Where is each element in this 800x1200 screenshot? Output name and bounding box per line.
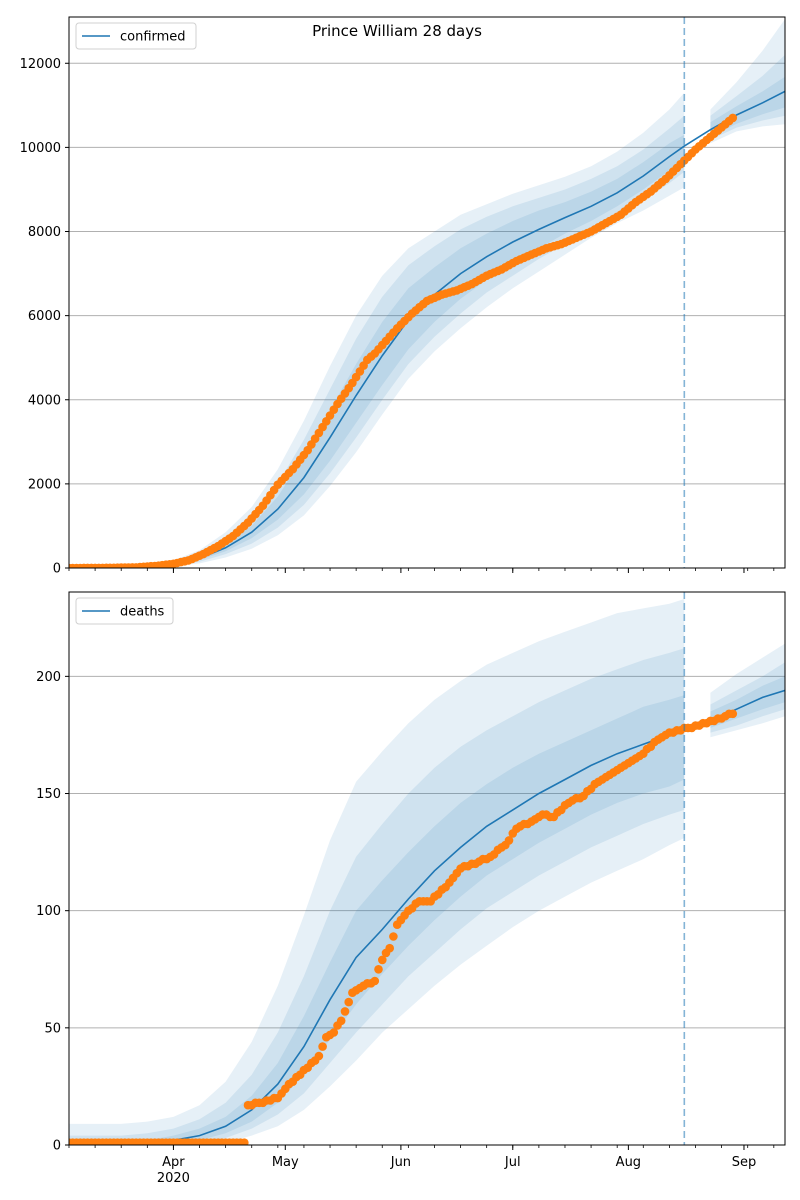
- legend-box: [75, 22, 197, 50]
- x-tick-label: Aug: [616, 1155, 641, 1170]
- credible-interval-outer-band: [710, 19, 785, 144]
- figure-title: Prince William 28 days: [312, 22, 482, 40]
- y-tick-label: 4000: [28, 393, 61, 408]
- observed-point: [370, 976, 380, 986]
- y-tick-label: 0: [53, 562, 61, 577]
- x-tick-label: Sep: [732, 1155, 757, 1170]
- observed-point: [240, 1138, 249, 1145]
- plot-area: [69, 599, 785, 1145]
- observed-point: [378, 955, 387, 965]
- x-tick-label: Jul: [504, 1155, 521, 1170]
- observed-point: [374, 965, 383, 974]
- x-tick-year-label: 2020: [157, 1171, 190, 1186]
- legend: deaths: [75, 597, 174, 625]
- y-tick-label: 8000: [28, 225, 61, 240]
- observed-point: [336, 1016, 346, 1026]
- observed-point: [728, 113, 738, 123]
- legend-label: deaths: [120, 605, 165, 620]
- confirmed-panel: 0 2000 4000 6000 8000 10000 12000 confirmed: [20, 16, 786, 577]
- observed-point: [504, 836, 514, 845]
- axes-frame: [68, 16, 786, 569]
- observed-point: [314, 1051, 324, 1061]
- credible-interval-middle-band: [69, 648, 685, 1145]
- x-tick-label: Jun: [390, 1155, 411, 1170]
- credible-interval-outer-band: [69, 599, 685, 1145]
- legend-label: confirmed: [120, 30, 186, 45]
- x-tick-label: Apr: [162, 1155, 185, 1170]
- y-tick-label: 10000: [20, 141, 61, 156]
- x-tick-label: May: [272, 1155, 299, 1170]
- observed-point: [329, 1028, 339, 1037]
- observed-point: [385, 943, 395, 953]
- observed-point: [344, 997, 354, 1007]
- y-tick-label: 0: [53, 1139, 61, 1154]
- credible-interval-inner-band: [69, 695, 685, 1145]
- observed-point: [318, 1042, 327, 1051]
- observed-point: [728, 709, 738, 719]
- credible-interval-outer-band: [69, 92, 685, 568]
- y-tick-label: 100: [36, 904, 61, 919]
- legend-box: [75, 597, 174, 625]
- plot-area: [69, 19, 785, 568]
- y-tick-label: 200: [36, 670, 61, 685]
- credible-interval-middle-band: [69, 115, 685, 568]
- y-tick-label: 6000: [28, 309, 61, 324]
- axes-frame: [68, 591, 786, 1146]
- observed-point: [389, 932, 398, 941]
- y-tick-label: 50: [44, 1021, 61, 1036]
- legend: confirmed: [75, 22, 197, 50]
- y-tick-label: 2000: [28, 477, 61, 492]
- y-tick-label: 12000: [20, 57, 61, 72]
- observed-point: [340, 1007, 350, 1016]
- y-tick-label: 150: [36, 787, 61, 802]
